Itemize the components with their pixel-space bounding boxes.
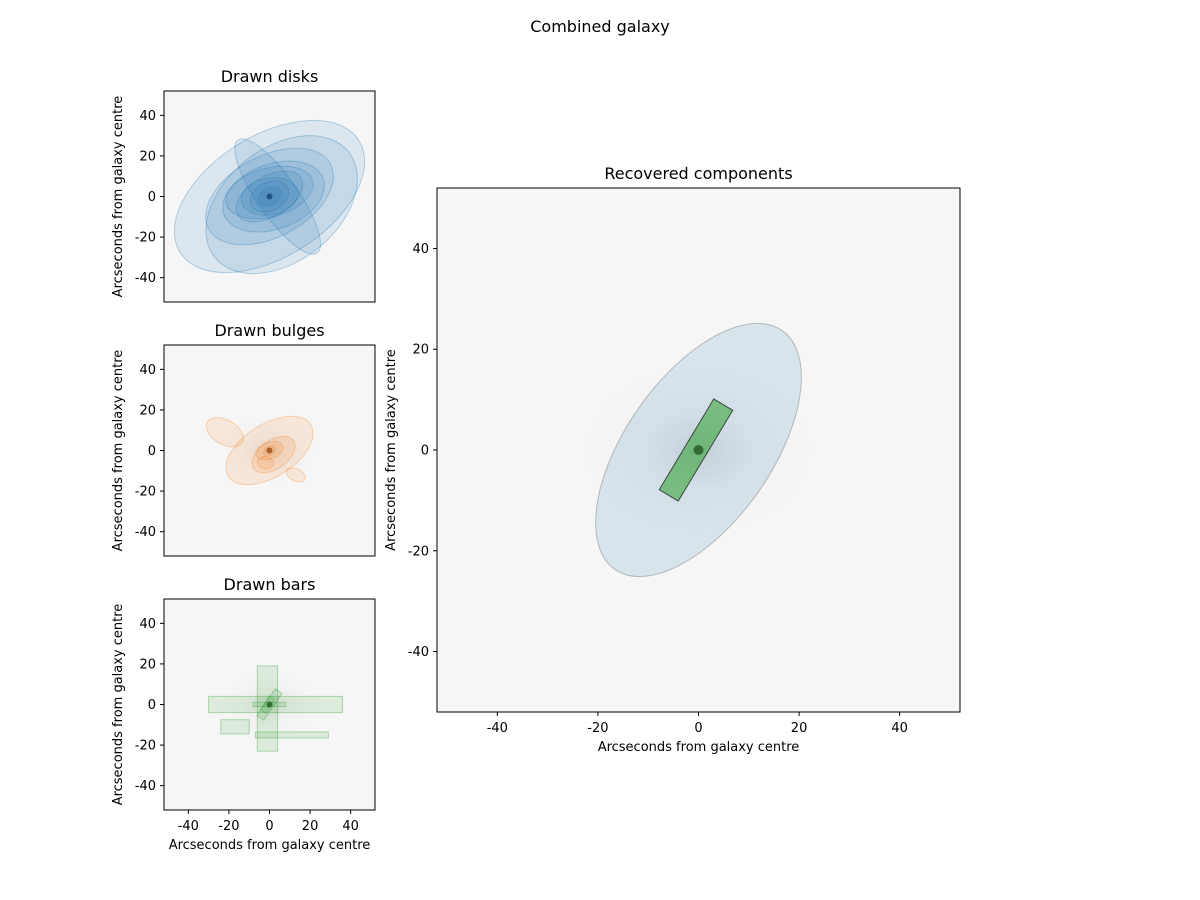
recovered-ytick-label-4: -40	[408, 645, 429, 660]
panel-recovered: Recovered components 40 20 0 -20 -40 -40 -20 0 20…	[384, 164, 961, 755]
recovered-xtick-label-1: -20	[587, 721, 608, 736]
bulges-ylabel: Arcseconds from galaxy centre	[111, 350, 126, 552]
panel-disks: Drawn disks 40 20 0 -20 -40 Arcseconds from ga…	[111, 67, 376, 303]
disks-ytick-label-4: -40	[135, 271, 156, 286]
bars-bar-2	[220, 719, 250, 735]
recovered-xlabel: Arcseconds from galaxy centre	[598, 740, 800, 755]
bars-bar-3	[254, 731, 329, 739]
bars-xtick-label-2: 0	[265, 819, 273, 834]
bars-core	[266, 701, 273, 708]
bulges-ytick-label-4: -40	[135, 525, 156, 540]
disks-ytick-label-1: 20	[139, 149, 156, 164]
bulges-title: Drawn bulges	[214, 321, 324, 340]
bars-title: Drawn bars	[224, 575, 316, 594]
bars-xtick-label-4: 40	[342, 819, 359, 834]
recovered-ytick-label-0: 40	[412, 242, 429, 257]
disks-ytick-label-2: 0	[148, 190, 156, 205]
recovered-ylabel: Arcseconds from galaxy centre	[384, 349, 399, 551]
disks-ytick-label-3: -20	[135, 231, 156, 246]
recovered-xtick-label-2: 0	[694, 721, 702, 736]
bars-ylabel: Arcseconds from galaxy centre	[111, 604, 126, 806]
panel-bars: Drawn bars 40 20 0 -20 -40 -40 -20 0 20 40 Arcsecon…	[111, 575, 376, 853]
bars-ytick-label-1: 20	[139, 657, 156, 672]
bulges-core	[266, 447, 273, 454]
bulges-ytick-label-3: -20	[135, 485, 156, 500]
bulges-ellipse-2	[285, 467, 306, 483]
recovered-xtick-label-0: -40	[487, 721, 508, 736]
bulges-ytick-label-1: 20	[139, 403, 156, 418]
bars-xtick-label-1: -20	[218, 819, 239, 834]
disks-ellipse-5	[225, 165, 314, 220]
bars-xtick-label-0: -40	[178, 819, 199, 834]
bars-bar-1	[256, 665, 279, 752]
bulges-ellipse-5	[256, 456, 275, 470]
disks-ellipse-1	[205, 135, 358, 275]
recovered-ytick-label-1: 20	[412, 343, 429, 358]
bars-bar-0	[208, 695, 344, 714]
bars-ytick-label-4: -40	[135, 779, 156, 794]
panel-bulges: Drawn bulges 40 20 0 -20 -40 Arcseconds from g…	[111, 321, 376, 557]
bulges-ellipse-3	[251, 435, 296, 474]
recovered-title: Recovered components	[604, 164, 792, 183]
bulges-ellipse-1	[205, 417, 244, 448]
disks-ellipse-3	[234, 138, 322, 255]
bulges-ytick-label-0: 40	[139, 363, 156, 378]
disks-ellipse-4	[222, 160, 325, 233]
bars-ytick-label-3: -20	[135, 739, 156, 754]
recovered-xtick-label-4: 40	[891, 721, 908, 736]
recovered-core	[693, 445, 704, 455]
bars-ytick-label-2: 0	[148, 698, 156, 713]
disks-title: Drawn disks	[221, 67, 319, 86]
recovered-ytick-label-2: 0	[421, 444, 429, 459]
recovered-ytick-label-3: -20	[408, 544, 429, 559]
figure-title: Combined galaxy	[530, 17, 670, 36]
disks-ytick-label-0: 40	[139, 109, 156, 124]
disks-core	[266, 193, 273, 200]
bars-xtick-label-3: 20	[302, 819, 319, 834]
bulges-ytick-label-2: 0	[148, 444, 156, 459]
bars-xlabel: Arcseconds from galaxy centre	[169, 838, 371, 853]
disks-ylabel: Arcseconds from galaxy centre	[111, 96, 126, 298]
recovered-xtick-label-3: 20	[791, 721, 808, 736]
bars-ytick-label-0: 40	[139, 617, 156, 632]
